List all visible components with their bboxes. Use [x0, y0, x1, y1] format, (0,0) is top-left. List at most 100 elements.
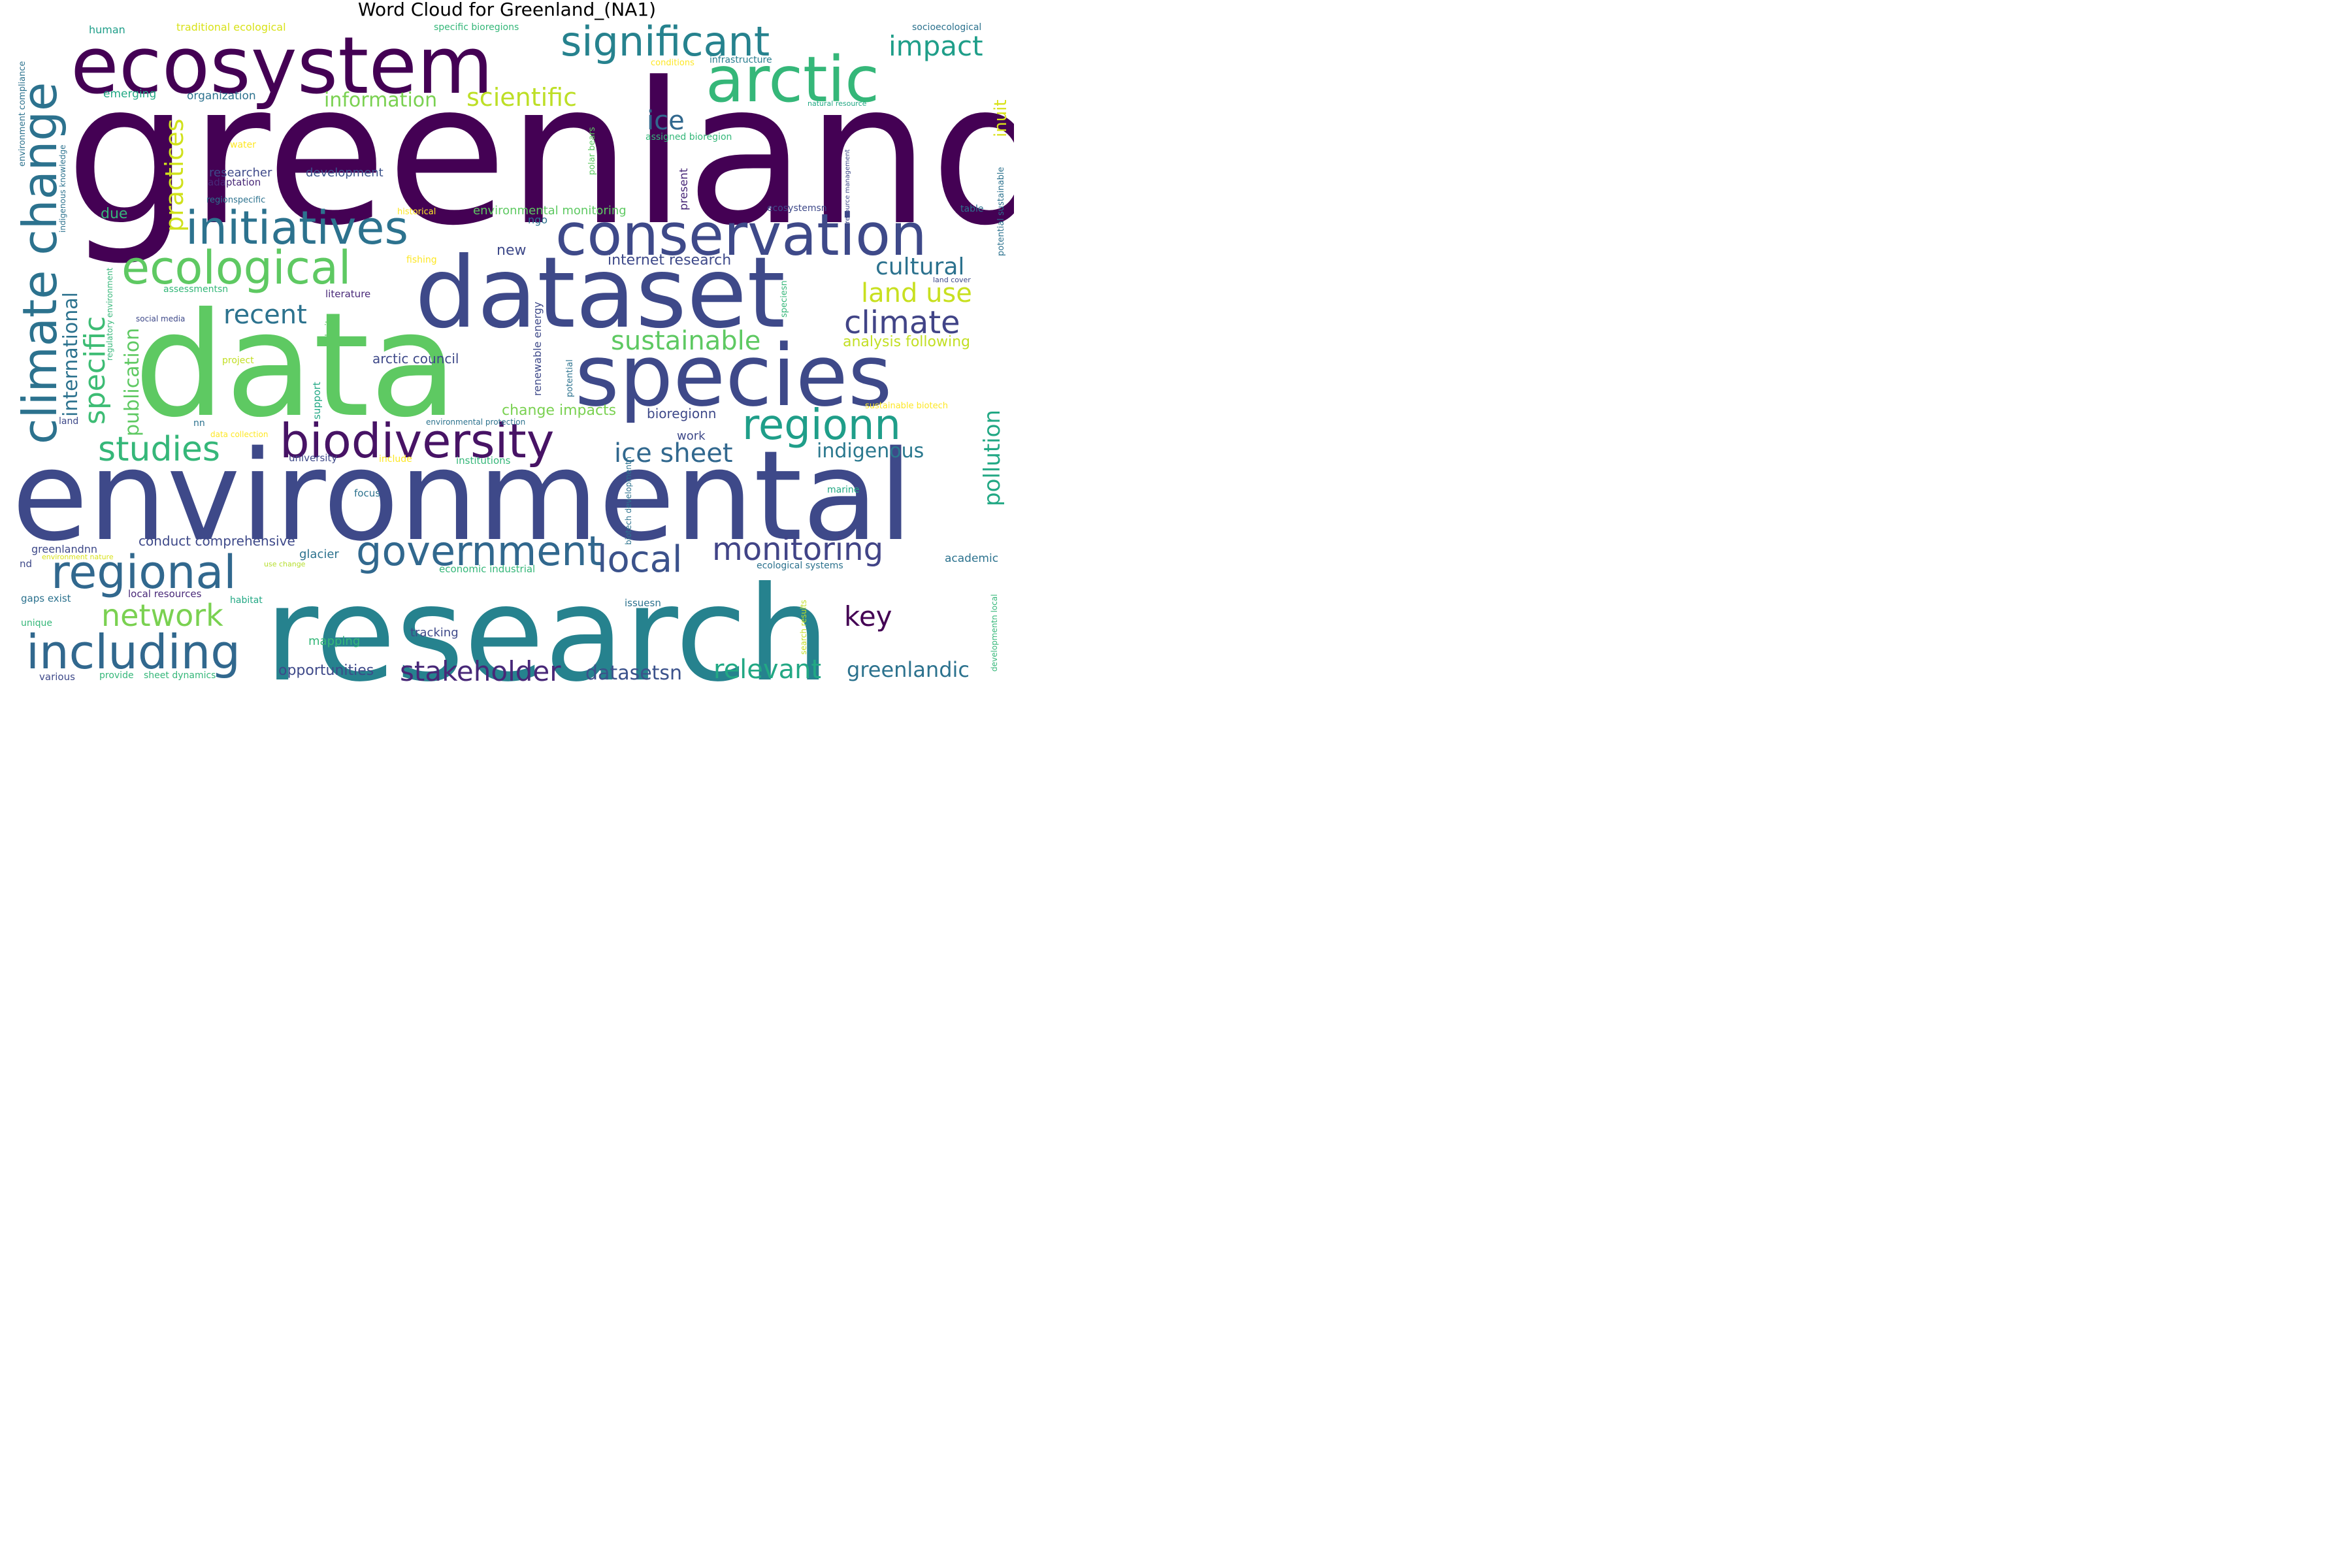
word-research: research: [265, 559, 830, 683]
word-greenlandnn: greenlandnn: [31, 543, 97, 555]
word-inuit: inuit: [991, 99, 1011, 137]
word-data-collection: data collection: [210, 430, 268, 439]
word-specific: specific: [78, 316, 112, 425]
word-institutions: institutions: [456, 455, 511, 466]
word-arctic: arctic: [706, 43, 879, 116]
word-present: present: [678, 168, 691, 210]
word-scientific: scientific: [466, 83, 577, 112]
word-ecosystem: ecosystem: [71, 21, 493, 112]
word-publication: publication: [121, 328, 144, 436]
word-social-media: social media: [136, 314, 185, 323]
word-nd: nd: [20, 558, 32, 570]
word-developmentn-local: developmentn local: [990, 594, 999, 672]
word-search-results: search results: [799, 600, 808, 655]
word-human: human: [89, 24, 125, 36]
word-conditions: conditions: [651, 58, 694, 68]
word-conservation: conservation: [555, 201, 927, 269]
word-sustainable: sustainable: [611, 326, 760, 356]
word-specific-bioregions: specific bioregions: [434, 22, 519, 33]
word-traditional-ecological: traditional ecological: [176, 21, 286, 33]
word-work: work: [677, 429, 706, 443]
word-renewable-energy: renewable energy: [531, 302, 544, 396]
word-climate-change: climate change: [12, 82, 67, 444]
word-support: support: [311, 382, 323, 419]
word-organization: organization: [187, 90, 256, 103]
word-speciesn: speciesn: [779, 280, 789, 318]
word-environment-compliance: environment compliance: [18, 61, 27, 167]
word-mapping: mapping: [308, 634, 360, 648]
word-conduct-comprehensive: conduct comprehensive: [139, 533, 295, 549]
word-potential-sustainable: potential sustainable: [996, 167, 1006, 257]
word-practices: practices: [160, 119, 189, 232]
word-natural-resource: natural resource: [808, 99, 867, 108]
word-initiatives: initiatives: [186, 201, 408, 255]
word-environmental: environmental: [12, 424, 913, 568]
word-provide: provide: [99, 670, 134, 681]
word-sheet-dynamics: sheet dynamics: [144, 670, 216, 681]
word-significant: significant: [561, 18, 770, 65]
word-various: various: [39, 671, 75, 683]
word-table: table: [960, 204, 983, 214]
word-environmental-monitoring: environmental monitoring: [473, 204, 627, 218]
word-water: water: [230, 140, 256, 150]
word-gaps-exist: gaps exist: [21, 593, 71, 604]
word-emerging: emerging: [103, 88, 156, 101]
word-information: information: [324, 89, 437, 112]
word-ecological-systems: ecological systems: [757, 561, 843, 571]
word-datasetsn: datasetsn: [585, 662, 682, 683]
word-indigenous: indigenous: [817, 440, 924, 463]
word-ecosystemsn: ecosystemsn: [767, 203, 827, 214]
word-land: land: [59, 416, 78, 427]
word-environment-nature: environment nature: [42, 553, 114, 561]
word-land-use: land use: [861, 278, 972, 308]
word-sustainable-biotech: sustainable biotech: [865, 401, 948, 411]
word-monitoring: monitoring: [712, 531, 883, 568]
word-greenlandic: greenlandic: [847, 657, 970, 682]
word-socioecological: socioecological: [912, 22, 981, 33]
word-polar-bears: polar bears: [587, 127, 597, 175]
word-opportunities: opportunities: [278, 662, 374, 679]
word-new: new: [497, 242, 526, 259]
chart-title: Word Cloud for Greenland_(NA1): [357, 0, 657, 20]
word-website: website: [324, 314, 335, 350]
word-infrastructure: infrastructure: [710, 55, 772, 65]
word-regional: regional: [51, 546, 237, 599]
word-tracking: tracking: [410, 626, 459, 640]
word-ecological: ecological: [122, 241, 351, 295]
word-data: data: [134, 282, 458, 449]
word-academic: academic: [945, 552, 998, 565]
word-indigenous-knowledge: indigenous knowledge: [58, 144, 67, 233]
word-use-change: use change: [264, 560, 306, 568]
word-government: government: [356, 527, 603, 575]
word-stakeholder: stakeholder: [400, 655, 561, 683]
word-studies: studies: [98, 430, 220, 469]
word-due: due: [101, 206, 127, 222]
word-dataset: dataset: [415, 237, 785, 350]
word-species: species: [575, 326, 892, 425]
word-environmental-protection: environmental protection: [426, 417, 525, 427]
word-glacier: glacier: [299, 547, 339, 561]
word-ice: ice: [647, 106, 685, 136]
word-international: international: [59, 292, 82, 417]
word-bioregionn: bioregionn: [647, 406, 716, 421]
word-development: development: [306, 166, 384, 180]
word-regulatory-environment: regulatory environment: [105, 267, 114, 361]
word-potential: potential: [565, 359, 575, 397]
word-including: including: [26, 625, 240, 679]
word-biotech-developmentn: biotech developmentn: [624, 457, 633, 545]
word-key: key: [844, 600, 892, 632]
word-ngo: ngo: [528, 214, 547, 226]
word-change-impacts: change impacts: [502, 402, 616, 419]
word-historical: historical: [397, 207, 436, 217]
word-unique: unique: [21, 618, 52, 629]
word-local-resources: local resources: [128, 588, 202, 600]
word-impact: impact: [889, 30, 983, 62]
word-researcher: researcher: [209, 166, 272, 180]
word-adaptation: adaptation: [208, 176, 261, 188]
word-analysis-following: analysis following: [843, 334, 970, 350]
word-habitat: habitat: [230, 595, 263, 606]
word-network: network: [101, 598, 223, 633]
word-marine: marine: [827, 485, 859, 495]
word-university: university: [289, 452, 337, 464]
